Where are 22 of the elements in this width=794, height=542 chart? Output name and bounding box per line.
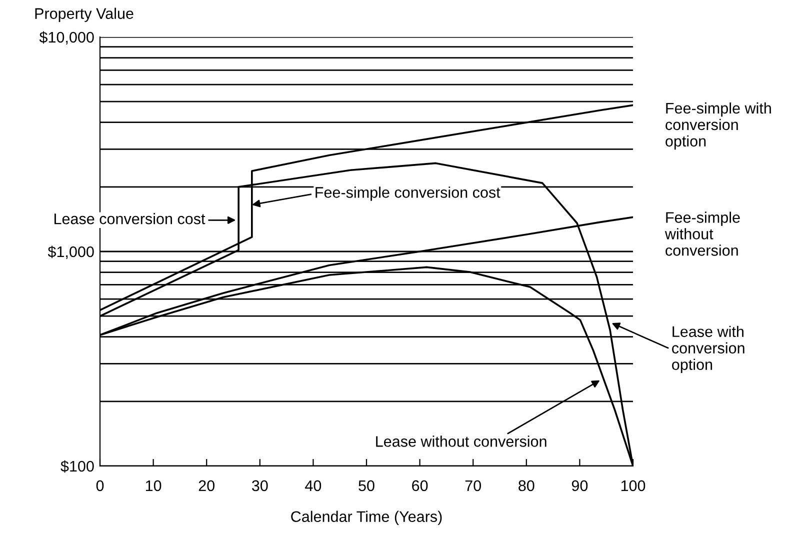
x-tick-label: 100 [621, 480, 646, 492]
y-tick-label: $100 [60, 460, 94, 473]
x-tick-label: 50 [358, 480, 374, 492]
annotation: Fee-simple without conversion [664, 212, 740, 256]
x-tick-label: 70 [465, 480, 481, 492]
x-tick-label: 80 [518, 480, 534, 492]
x-tick-label: 30 [252, 480, 268, 492]
y-axis-title: Property Value [35, 8, 134, 22]
x-tick-label: 40 [305, 480, 322, 492]
x-tick-label: 10 [146, 480, 162, 492]
annotation: Lease conversion cost [54, 213, 206, 224]
annotation: Fee-simple with conversion option [666, 102, 771, 150]
annotation: Lease with conversion option [672, 326, 744, 373]
annotation: Fee-simple conversion cost [316, 186, 500, 201]
y-tick-label: $10,000 [39, 31, 94, 44]
x-tick-label: 20 [198, 480, 214, 492]
annotation: Lease without conversion [376, 436, 546, 447]
x-tick-label: 0 [96, 480, 104, 492]
x-axis-title: Calendar Time (Years) [291, 510, 442, 526]
x-tick-label: 90 [572, 480, 588, 492]
x-tick-label: 60 [412, 480, 428, 492]
y-tick-label: $1,000 [48, 246, 94, 259]
